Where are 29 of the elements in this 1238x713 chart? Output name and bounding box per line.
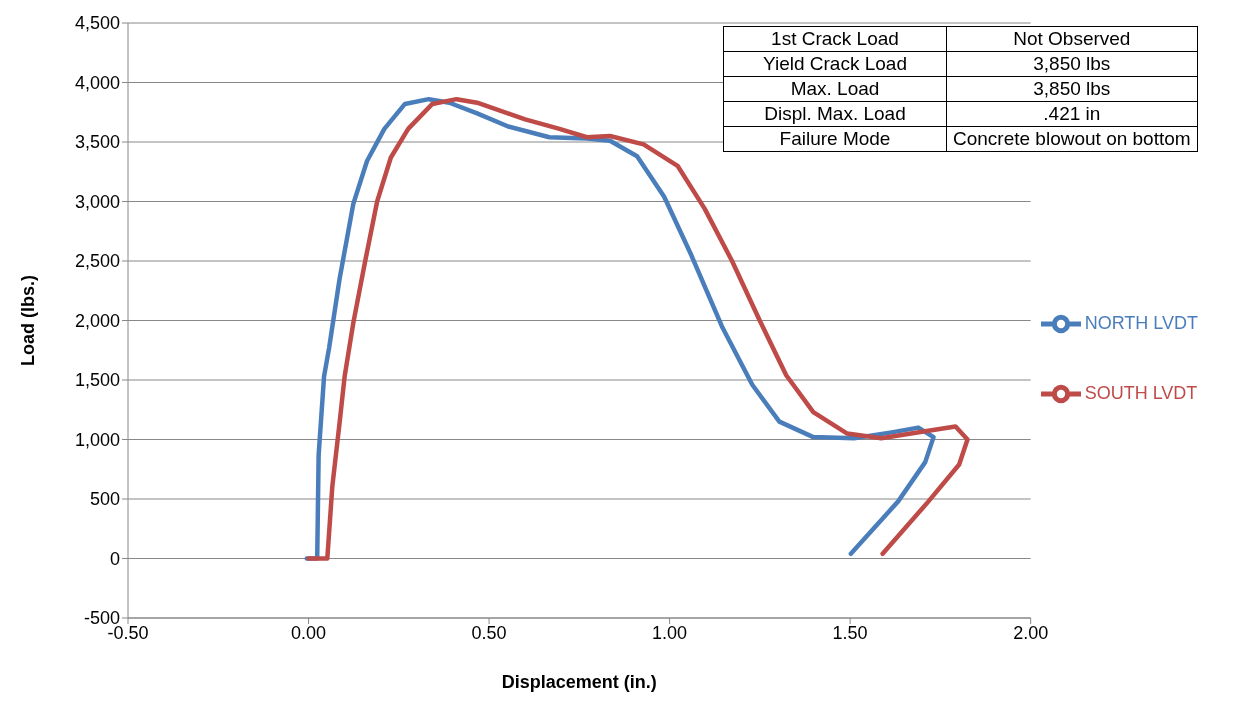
x-tick-label: 1.50 (832, 622, 868, 643)
y-tick-label: 3,000 (74, 191, 120, 212)
text: 3,850 lbs (946, 51, 1198, 77)
annotation: 1st Crack Load (723, 26, 947, 52)
annotation: Yield Crack Load (723, 51, 947, 77)
annotation: Max. Load (723, 76, 947, 102)
y-tick-label: 1,500 (74, 370, 120, 391)
text: .421 in (946, 101, 1198, 127)
legend-label: SOUTH LVDT (1084, 383, 1198, 403)
annotation: Not Observed (946, 26, 1198, 52)
y-axis-title: Load (lbs.) (18, 275, 39, 366)
y-tick-label: 1,000 (74, 429, 120, 450)
text: 3,850 lbs (946, 76, 1198, 102)
x-tick-label: 0.50 (471, 622, 507, 643)
y-tick-label: 4,000 (74, 72, 120, 93)
annotation: Displ. Max. Load (723, 101, 947, 127)
y-tick-label: 500 (89, 489, 120, 510)
y-tick-label: 0 (109, 548, 120, 569)
x-axis-title: Displacement (in.) (501, 672, 657, 692)
y-tick-label: 2,000 (74, 310, 120, 331)
y-tick-label: 3,500 (74, 132, 120, 153)
annotation: Failure Mode (723, 126, 947, 152)
x-tick-label: 2.00 (1013, 622, 1049, 643)
y-tick-label: 4,500 (74, 13, 120, 34)
y-tick-label: 2,500 (74, 251, 120, 272)
annotation: Concrete blowout on bottom (946, 126, 1198, 152)
x-tick-label: 0.00 (291, 622, 327, 643)
legend-label: NORTH LVDT (1084, 313, 1198, 333)
x-tick-label: 1.00 (652, 622, 688, 643)
